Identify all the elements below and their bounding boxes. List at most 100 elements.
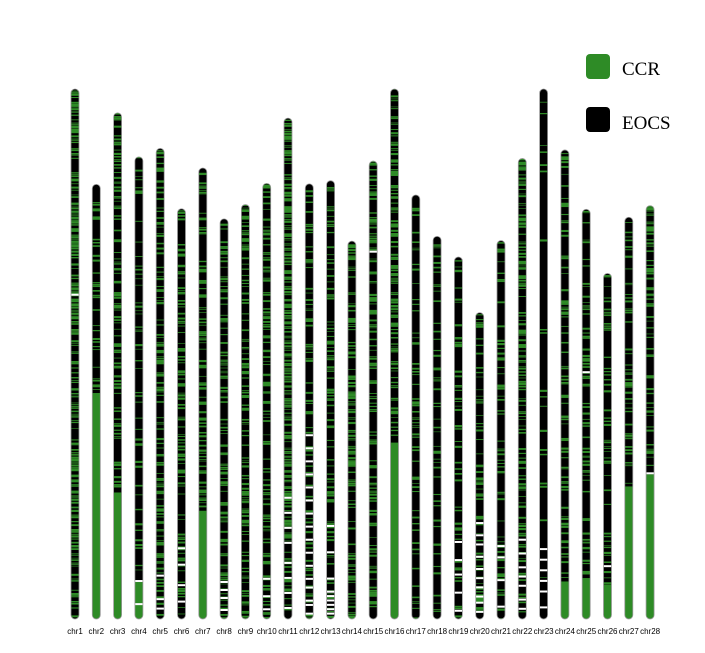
gap-band	[497, 605, 505, 608]
ccr-band	[646, 429, 655, 432]
ccr-band	[134, 190, 143, 193]
ccr-band	[305, 287, 314, 290]
ccr-band	[305, 475, 314, 477]
ccr-band	[220, 391, 229, 393]
ccr-band	[71, 377, 79, 379]
ccr-band	[177, 306, 186, 308]
ccr-band	[560, 161, 569, 164]
ccr-band	[369, 367, 378, 369]
ccr-band	[390, 351, 399, 353]
ccr-band	[624, 410, 633, 413]
ccr-band	[262, 554, 271, 557]
ccr-band	[582, 551, 591, 553]
ccr-band	[497, 608, 505, 611]
ccr-band	[603, 532, 612, 535]
ccr-band	[71, 268, 79, 269]
ccr-band	[284, 431, 292, 434]
ccr-band	[518, 496, 527, 497]
ccr-band	[560, 489, 569, 491]
ccr-band	[177, 591, 186, 593]
ccr-band	[369, 493, 378, 496]
gap-band	[156, 598, 165, 601]
ccr-band	[113, 319, 122, 321]
ccr-band	[646, 213, 655, 215]
ccr-band	[241, 385, 250, 387]
ccr-band	[624, 407, 633, 409]
ccr-band	[241, 372, 250, 375]
ccr-band	[134, 310, 143, 312]
ccr-band	[390, 305, 399, 308]
ccr-band	[475, 322, 484, 324]
ccr-band	[262, 516, 271, 518]
ccr-band	[113, 269, 122, 271]
ccr-band	[262, 258, 271, 261]
ccr-band	[454, 269, 463, 272]
ccr-band	[518, 505, 527, 508]
ccr-band	[177, 362, 186, 364]
ccr-band	[326, 494, 335, 497]
ccr-band	[92, 205, 101, 206]
ccr-band	[262, 184, 271, 188]
gap-band	[156, 574, 165, 577]
eocs-band	[497, 240, 505, 619]
ccr-band	[347, 613, 356, 616]
ccr-band	[369, 441, 378, 443]
ccr-band	[305, 542, 314, 545]
ccr-band	[411, 417, 420, 419]
ccr-band	[156, 477, 165, 480]
ccr-band	[71, 186, 79, 189]
ccr-band	[113, 344, 122, 347]
ccr-band	[390, 265, 399, 267]
ccr-band	[177, 250, 186, 252]
ccr-band	[198, 334, 207, 337]
ccr-band	[369, 397, 378, 400]
gap-band	[284, 496, 292, 499]
ccr-band	[582, 308, 591, 311]
ccr-band	[390, 258, 399, 260]
chromosome-outline	[432, 235, 442, 620]
ccr-band	[262, 600, 271, 602]
ccr-band	[71, 601, 79, 603]
chromosome-label-chr12: chr12	[299, 627, 320, 636]
ccr-band	[71, 309, 79, 311]
gap-band	[326, 612, 335, 615]
ccr-band	[433, 285, 442, 287]
ccr-band	[92, 384, 101, 387]
ccr-band	[518, 284, 527, 287]
ccr-band	[71, 538, 79, 540]
ccr-band	[390, 153, 399, 156]
ccr-band	[262, 604, 271, 606]
ccr-band	[560, 487, 569, 489]
ccr-band	[71, 311, 79, 313]
ccr-band	[433, 500, 442, 502]
ccr-band	[71, 404, 79, 406]
ccr-band	[198, 499, 207, 501]
ccr-band	[284, 242, 292, 244]
ccr-band	[156, 543, 165, 546]
ccr-band	[71, 458, 79, 461]
ccr-band	[347, 481, 356, 483]
ccr-band	[284, 260, 292, 263]
ccr-band	[518, 425, 527, 427]
ccr-band	[220, 452, 229, 455]
ccr-band	[71, 372, 79, 374]
ccr-band	[390, 316, 399, 318]
ccr-band	[113, 484, 122, 486]
ccr-band	[198, 411, 207, 414]
ccr-band	[390, 122, 399, 124]
ccr-band	[71, 217, 79, 219]
ccr-band	[518, 161, 527, 164]
ccr-band	[284, 524, 292, 526]
chromosome-outline	[304, 183, 314, 620]
ccr-band	[220, 423, 229, 425]
ccr-band	[475, 423, 484, 425]
ccr-band	[518, 502, 527, 504]
ccr-band	[198, 494, 207, 496]
ccr-band	[284, 393, 292, 395]
ccr-band	[220, 454, 229, 456]
ccr-band	[518, 339, 527, 342]
ccr-band	[497, 498, 505, 501]
ccr-band	[284, 186, 292, 189]
chromosome-chr15	[368, 160, 378, 620]
ccr-band	[262, 328, 271, 330]
